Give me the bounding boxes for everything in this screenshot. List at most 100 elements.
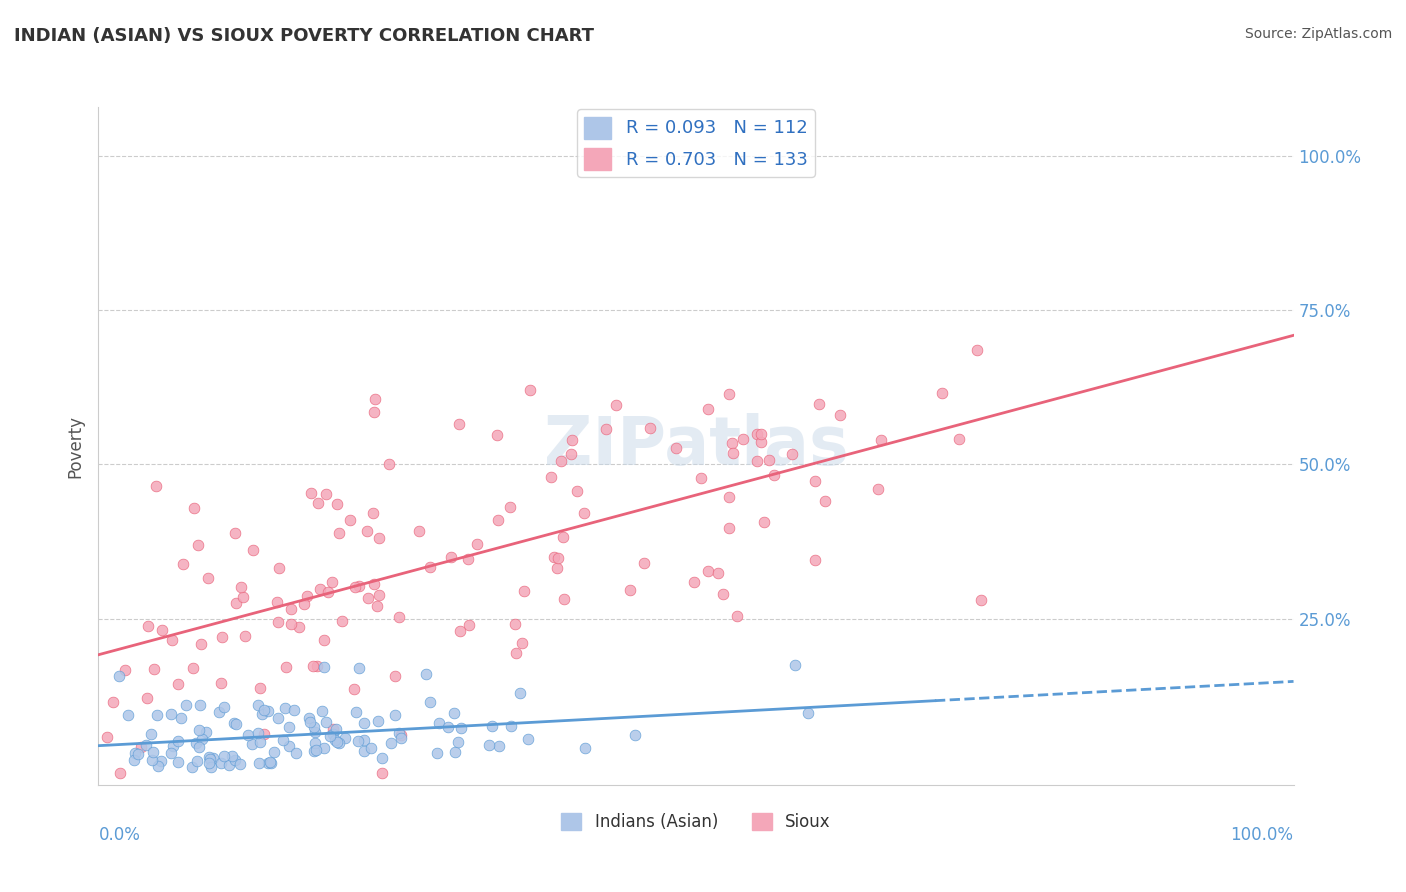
Point [517, 731, 540, 746]
Point [181, 760, 204, 774]
Point [117, 708, 139, 723]
Point [304, 725, 326, 739]
Point [803, 474, 825, 488]
Point [208, 705, 231, 719]
Point [689, 471, 711, 485]
Point [785, 657, 807, 672]
Point [389, 728, 412, 742]
Point [696, 564, 718, 578]
Point [322, 727, 344, 741]
Point [191, 732, 214, 747]
Point [380, 736, 402, 750]
Point [389, 731, 412, 745]
Point [160, 633, 183, 648]
Point [519, 384, 541, 398]
Point [543, 550, 565, 565]
Point [574, 740, 596, 755]
Point [135, 691, 157, 706]
Point [114, 663, 136, 677]
Point [499, 719, 522, 733]
Point [804, 553, 827, 567]
Point [200, 760, 222, 774]
Point [814, 493, 837, 508]
Text: 0.0%: 0.0% [98, 826, 141, 844]
Point [486, 513, 509, 527]
Point [551, 530, 574, 544]
Point [160, 706, 183, 721]
Point [284, 746, 307, 760]
Point [665, 441, 688, 455]
Point [319, 729, 342, 743]
Point [931, 386, 953, 401]
Point [256, 756, 278, 771]
Point [970, 593, 993, 607]
Point [134, 739, 156, 753]
Point [966, 343, 988, 358]
Point [202, 751, 225, 765]
Point [948, 432, 970, 446]
Point [124, 746, 146, 760]
Point [209, 675, 232, 690]
Point [457, 551, 479, 566]
Point [305, 743, 328, 757]
Point [503, 617, 526, 632]
Point [200, 751, 222, 765]
Point [229, 757, 252, 772]
Point [450, 721, 472, 735]
Point [624, 727, 647, 741]
Point [446, 735, 468, 749]
Point [321, 574, 343, 589]
Text: 100.0%: 100.0% [1230, 826, 1294, 844]
Text: INDIAN (ASIAN) VS SIOUX POVERTY CORRELATION CHART: INDIAN (ASIAN) VS SIOUX POVERTY CORRELAT… [14, 27, 595, 45]
Point [162, 739, 184, 753]
Point [139, 727, 162, 741]
Point [170, 711, 193, 725]
Point [364, 392, 387, 406]
Point [415, 667, 437, 681]
Point [619, 582, 641, 597]
Point [307, 496, 329, 510]
Point [447, 417, 470, 432]
Point [295, 590, 318, 604]
Point [328, 525, 350, 540]
Point [595, 422, 617, 436]
Point [146, 759, 169, 773]
Point [304, 736, 326, 750]
Point [367, 714, 389, 729]
Point [197, 571, 219, 585]
Point [101, 695, 124, 709]
Point [211, 630, 233, 644]
Point [309, 582, 332, 596]
Point [172, 557, 194, 571]
Point [333, 731, 356, 746]
Point [540, 470, 562, 484]
Point [866, 483, 889, 497]
Point [247, 756, 270, 771]
Point [711, 587, 734, 601]
Point [108, 668, 131, 682]
Point [574, 506, 596, 520]
Point [224, 753, 246, 767]
Point [427, 715, 450, 730]
Point [174, 698, 197, 713]
Point [288, 620, 311, 634]
Point [150, 754, 173, 768]
Point [747, 453, 769, 467]
Point [343, 681, 366, 696]
Point [782, 447, 804, 461]
Point [682, 575, 704, 590]
Point [363, 577, 385, 591]
Point [486, 428, 509, 442]
Point [347, 661, 370, 675]
Point [605, 398, 627, 412]
Point [299, 714, 322, 729]
Point [181, 661, 204, 675]
Point [312, 660, 335, 674]
Point [197, 750, 219, 764]
Point [339, 513, 361, 527]
Point [560, 447, 582, 461]
Point [360, 741, 382, 756]
Point [256, 704, 278, 718]
Point [458, 618, 481, 632]
Point [129, 739, 152, 754]
